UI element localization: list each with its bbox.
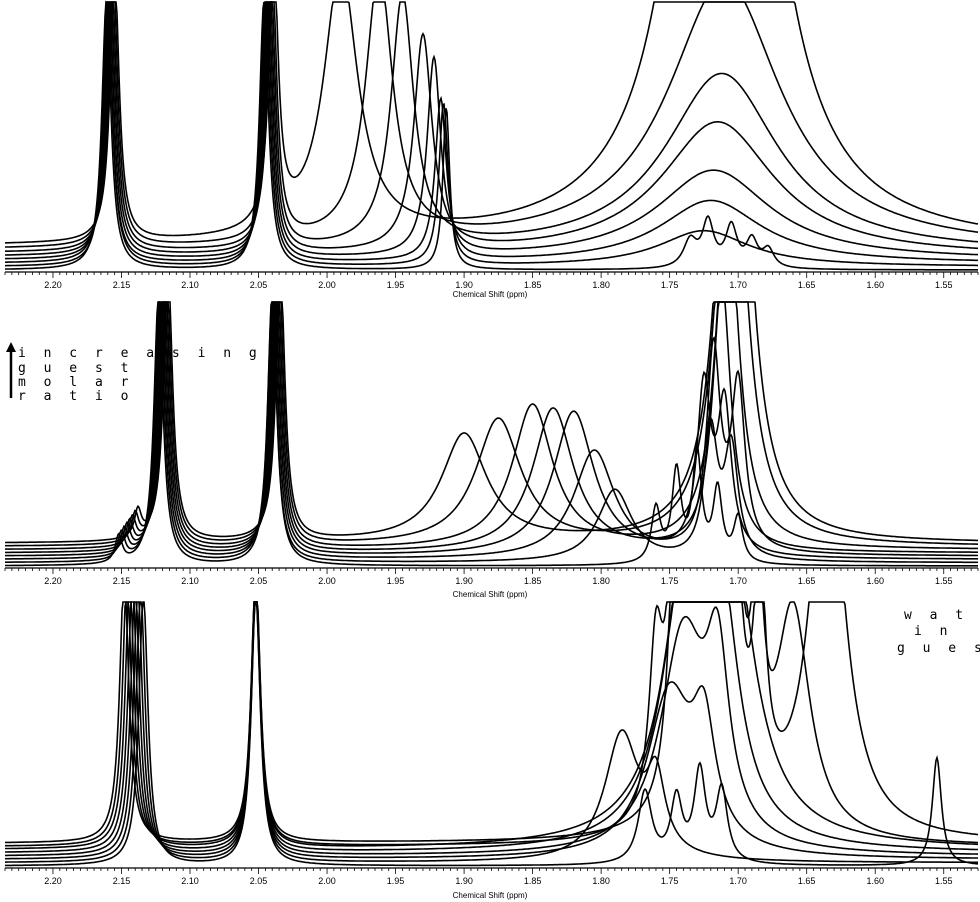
tick-label: 1.65 xyxy=(798,576,816,586)
spectrum-panel-top: 2.20 2.15 2.10 2.05 2.00 1.95 1.90 1.85 1.80 1.75… xyxy=(4,0,979,299)
tick-label: 2.15 xyxy=(113,876,131,886)
spectrum-series-6 xyxy=(5,601,978,847)
spectrum-series-4 xyxy=(5,301,978,554)
tick-label: 2.20 xyxy=(44,280,62,290)
annotation-molar: m o l a r xyxy=(18,375,133,390)
tick-label: 2.15 xyxy=(113,280,131,290)
spectrum-series-4 xyxy=(5,601,978,853)
spectrum-series-0 xyxy=(5,301,978,567)
spectrum-series-7 xyxy=(5,601,979,844)
tick-label: 1.95 xyxy=(387,576,405,586)
tick-label: 1.90 xyxy=(455,876,473,886)
tick-label: 1.95 xyxy=(387,280,405,290)
spectrum-series-5 xyxy=(5,301,979,550)
tick-label: 1.60 xyxy=(866,876,884,886)
tick-label: 1.85 xyxy=(524,576,542,586)
tick-label: 1.70 xyxy=(729,280,747,290)
spectra-series-bottom xyxy=(5,601,979,867)
tick-label: 1.90 xyxy=(455,280,473,290)
tick-label: 2.00 xyxy=(318,876,336,886)
x-axis-top: 2.20 2.15 2.10 2.05 2.00 1.95 1.90 1.85 1.80 1.75… xyxy=(4,271,979,290)
tick-label: 2.15 xyxy=(113,576,131,586)
spectrum-series-5 xyxy=(5,601,978,850)
spectrum-series-3 xyxy=(5,1,979,260)
x-axis-middle: 2.20 2.15 2.10 2.05 2.00 1.95 1.90 1.85 1.80 1.75… xyxy=(4,567,979,586)
tick-label: 2.10 xyxy=(181,280,199,290)
tick-label: 2.05 xyxy=(250,280,268,290)
spectrum-series-4 xyxy=(5,1,978,256)
annotation-ratio: r a t i o xyxy=(18,389,133,404)
spectra-series-top xyxy=(4,0,979,271)
spectrum-series-3 xyxy=(5,601,978,857)
spectrum-series-3 xyxy=(5,301,979,557)
spectrum-series-6 xyxy=(5,1,979,248)
spectrum-series-2 xyxy=(5,1,979,264)
spectra-series-middle xyxy=(5,301,979,567)
tick-label: 1.55 xyxy=(935,280,953,290)
spectrum-series-0 xyxy=(4,0,978,271)
tick-label: 2.05 xyxy=(250,876,268,886)
tick-label: 1.70 xyxy=(729,876,747,886)
spectrum-series-1 xyxy=(5,301,978,564)
tick-label: 1.85 xyxy=(524,280,542,290)
spectrum-series-1 xyxy=(5,1,978,267)
tick-label: 2.05 xyxy=(250,576,268,586)
tick-label: 2.20 xyxy=(44,576,62,586)
spectrum-series-5 xyxy=(5,1,979,252)
annotation-increasing: i n c r e a s i n g xyxy=(18,346,262,361)
x-axis-title-middle: Chemical Shift (ppm) xyxy=(453,590,528,599)
annotation-water: w a t e r xyxy=(904,608,980,623)
tick-label: 1.75 xyxy=(661,876,679,886)
tick-label: 1.80 xyxy=(592,280,610,290)
increasing-arrow-annotation xyxy=(6,342,16,398)
arrow-up-icon xyxy=(6,342,16,352)
tick-label: 1.90 xyxy=(455,576,473,586)
tick-label: 2.00 xyxy=(318,576,336,586)
tick-label: 1.80 xyxy=(592,876,610,886)
tick-label: 2.00 xyxy=(318,280,336,290)
tick-label: 1.85 xyxy=(524,876,542,886)
spectrum-panel-bottom: 2.20 2.15 2.10 2.05 2.00 1.95 1.90 1.85 1.80 1.75… xyxy=(4,601,980,900)
tick-label: 1.65 xyxy=(798,876,816,886)
x-axis-bottom: 2.20 2.15 2.10 2.05 2.00 1.95 1.90 1.85 1.80 1.75… xyxy=(4,867,979,886)
spectrum-series-2 xyxy=(5,301,978,560)
spectrum-series-7 xyxy=(4,1,979,244)
spectrum-series-2 xyxy=(5,601,978,860)
tick-label: 1.65 xyxy=(798,280,816,290)
tick-label: 1.55 xyxy=(935,576,953,586)
tick-label: 1.95 xyxy=(387,876,405,886)
x-axis-title-top: Chemical Shift (ppm) xyxy=(453,290,528,299)
spectrum-panel-middle: 2.20 2.15 2.10 2.05 2.00 1.95 1.90 1.85 1.80 1.75… xyxy=(4,301,979,599)
annotation-guest: g u e s t xyxy=(18,361,133,376)
tick-label: 1.70 xyxy=(729,576,747,586)
tick-label: 1.80 xyxy=(592,576,610,586)
annotation-guest-water: g u e s t xyxy=(897,641,980,656)
tick-label: 1.55 xyxy=(935,876,953,886)
tick-label: 1.60 xyxy=(866,576,884,586)
x-axis-title-bottom: Chemical Shift (ppm) xyxy=(453,891,528,900)
tick-label: 1.75 xyxy=(661,576,679,586)
tick-label: 2.10 xyxy=(181,876,199,886)
tick-label: 1.75 xyxy=(661,280,679,290)
annotation-in: i n xyxy=(914,624,952,639)
tick-label: 2.20 xyxy=(44,876,62,886)
tick-label: 1.60 xyxy=(866,280,884,290)
spectrum-series-7 xyxy=(5,301,978,544)
tick-label: 2.10 xyxy=(181,576,199,586)
spectrum-series-1 xyxy=(5,601,978,864)
